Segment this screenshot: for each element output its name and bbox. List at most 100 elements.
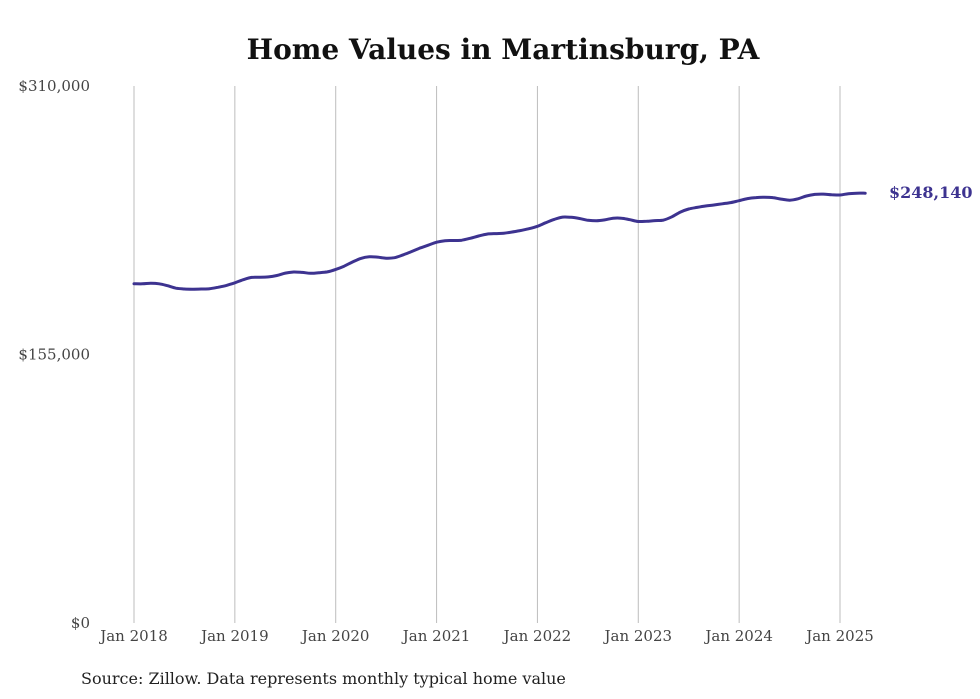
data-point: [183, 288, 186, 290]
data-point: [494, 232, 497, 235]
data-point: [864, 192, 866, 194]
data-point: [242, 279, 244, 281]
data-point: [805, 195, 807, 197]
latest-value-label: $248,140: [889, 183, 973, 202]
data-point: [209, 288, 211, 290]
data-point: [150, 282, 152, 284]
data-point: [335, 268, 337, 271]
data-point: [293, 271, 295, 273]
data-point: [553, 218, 555, 220]
data-point: [511, 231, 513, 233]
data-point: [788, 199, 791, 201]
x-tick-label: Jan 2024: [703, 627, 773, 645]
data-point: [368, 256, 370, 258]
x-tick-label: Jan 2021: [401, 627, 471, 645]
data-point: [503, 232, 505, 234]
y-tick-label: $0: [71, 614, 90, 632]
x-tick-label: Jan 2022: [502, 627, 572, 645]
data-point: [192, 288, 194, 290]
data-point: [477, 235, 480, 237]
data-point: [797, 198, 799, 200]
data-point: [284, 272, 286, 274]
data-point: [721, 203, 723, 205]
data-point: [696, 206, 698, 209]
data-point: [520, 229, 522, 232]
data-point: [444, 240, 446, 242]
data-point: [646, 220, 648, 222]
data-point: [301, 271, 303, 273]
data-point: [452, 239, 454, 242]
data-point: [351, 261, 354, 263]
data-point: [536, 225, 539, 227]
data-point: [839, 194, 841, 196]
data-point: [587, 219, 589, 221]
data-point: [679, 211, 681, 213]
data-point: [385, 257, 387, 259]
data-point: [704, 205, 707, 207]
data-point: [419, 247, 421, 249]
data-point: [612, 217, 614, 219]
data-point: [158, 283, 160, 285]
data-point: [604, 219, 606, 221]
data-point: [545, 222, 547, 224]
data-point: [856, 192, 858, 194]
data-point: [755, 196, 757, 199]
source-note: Source: Zillow. Data represents monthly …: [81, 669, 566, 688]
data-point: [562, 216, 564, 218]
x-tick-label: Jan 2018: [98, 627, 168, 645]
data-point: [746, 197, 749, 200]
data-point: [377, 256, 379, 258]
data-point: [251, 276, 253, 279]
data-point: [822, 193, 824, 195]
data-point: [326, 271, 328, 273]
vertical-gridlines: [133, 86, 841, 623]
data-point: [402, 254, 404, 256]
data-point: [167, 285, 169, 287]
data-point: [629, 219, 631, 221]
data-point: [393, 257, 396, 259]
data-point: [763, 196, 765, 198]
data-point: [595, 220, 597, 222]
data-point: [814, 193, 816, 196]
data-point: [772, 196, 774, 199]
data-point: [427, 244, 429, 246]
data-point: [461, 239, 463, 241]
y-tick-label: $310,000: [18, 77, 90, 95]
data-point: [688, 208, 690, 210]
data-point: [141, 283, 144, 285]
data-point: [637, 220, 639, 223]
y-axis-tick-labels: $0 $155,000 $310,000: [18, 77, 90, 632]
data-point: [662, 219, 665, 221]
y-tick-label: $155,000: [18, 346, 90, 364]
data-point: [486, 233, 488, 235]
data-point: [713, 204, 715, 206]
data-point: [318, 272, 320, 274]
data-point: [435, 241, 438, 243]
data-point: [847, 193, 850, 195]
data-point: [133, 283, 135, 285]
data-point: [343, 265, 345, 267]
x-tick-label: Jan 2023: [603, 627, 673, 645]
data-point: [410, 251, 412, 253]
x-tick-label: Jan 2025: [804, 627, 874, 645]
data-point: [217, 286, 219, 288]
data-point: [276, 274, 278, 277]
x-tick-label: Jan 2020: [300, 627, 370, 645]
home-value-series-line: [132, 191, 867, 291]
data-point: [234, 282, 236, 284]
series-data-points: [133, 192, 866, 290]
x-axis-tick-labels: Jan 2018 Jan 2019 Jan 2020 Jan 2021 Jan 2022…: [98, 627, 874, 645]
data-point: [200, 288, 202, 290]
data-point: [259, 276, 261, 278]
data-point: [528, 228, 530, 230]
data-point: [830, 194, 833, 196]
data-point: [578, 217, 581, 220]
data-point: [730, 201, 732, 204]
data-point: [225, 284, 228, 286]
data-point: [309, 272, 312, 274]
data-point: [738, 200, 740, 202]
x-tick-label: Jan 2019: [199, 627, 269, 645]
data-point: [654, 219, 656, 222]
data-point: [570, 216, 572, 218]
